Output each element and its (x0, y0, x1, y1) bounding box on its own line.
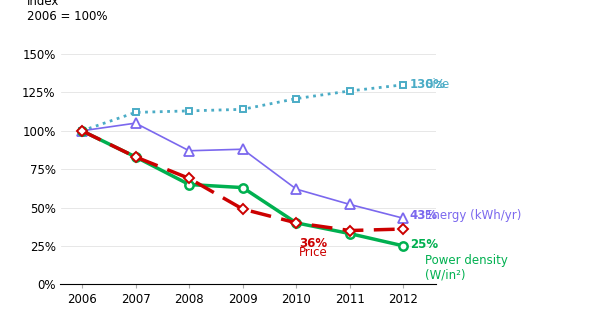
Text: 130%: 130% (410, 78, 446, 91)
Text: Price: Price (299, 246, 328, 259)
Text: Energy (kWh/yr): Energy (kWh/yr) (425, 209, 522, 222)
Text: 43%: 43% (410, 209, 438, 222)
Text: Power density
(W/in²): Power density (W/in²) (425, 254, 508, 282)
Text: 25%: 25% (410, 238, 438, 251)
Text: Index
2006 = 100%: Index 2006 = 100% (27, 0, 107, 23)
Text: Size: Size (425, 78, 449, 91)
Text: 36%: 36% (299, 237, 327, 250)
